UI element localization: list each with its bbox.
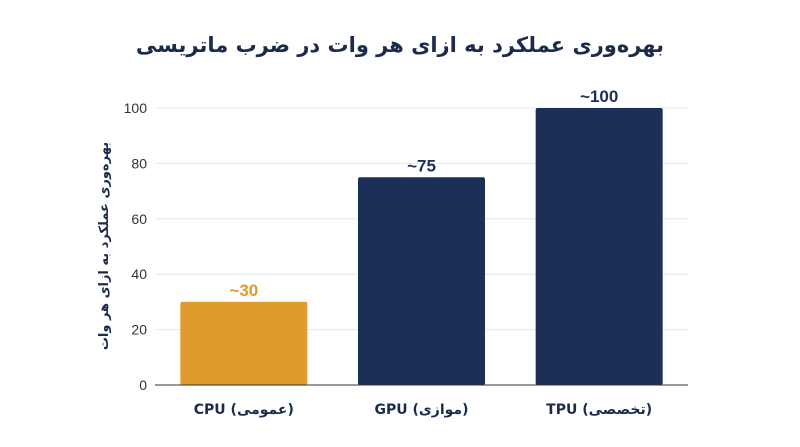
bar bbox=[535, 108, 663, 385]
y-tick-label: 100 bbox=[124, 100, 148, 116]
bars bbox=[180, 108, 663, 385]
x-tick-label: GPU (موازی) bbox=[375, 402, 469, 418]
x-tick-label: TPU (تخصصی) bbox=[546, 402, 652, 418]
y-axis-ticks: 0 20 40 60 80 100 bbox=[124, 100, 148, 393]
chart-title: بهره‌وری عملکرد به ازای هر وات در ضرب ما… bbox=[136, 33, 664, 57]
data-label: ~75 bbox=[407, 156, 436, 175]
x-axis-categories: CPU (عمومی) GPU (موازی) TPU (تخصصی) bbox=[194, 402, 652, 418]
data-label: ~100 bbox=[580, 87, 618, 106]
y-axis-label: بهره‌وری عملکرد به ازای هر وات bbox=[97, 142, 112, 350]
bar bbox=[180, 301, 308, 385]
bar bbox=[358, 177, 485, 385]
data-label: ~30 bbox=[229, 281, 258, 300]
y-tick-label: 40 bbox=[131, 266, 147, 282]
y-tick-label: 80 bbox=[131, 155, 147, 171]
y-tick-label: 0 bbox=[139, 377, 147, 393]
y-tick-label: 60 bbox=[131, 211, 147, 227]
y-tick-label: 20 bbox=[131, 322, 147, 338]
data-labels: ~30 ~75 ~100 bbox=[229, 87, 618, 300]
x-tick-label: CPU (عمومی) bbox=[194, 402, 294, 418]
